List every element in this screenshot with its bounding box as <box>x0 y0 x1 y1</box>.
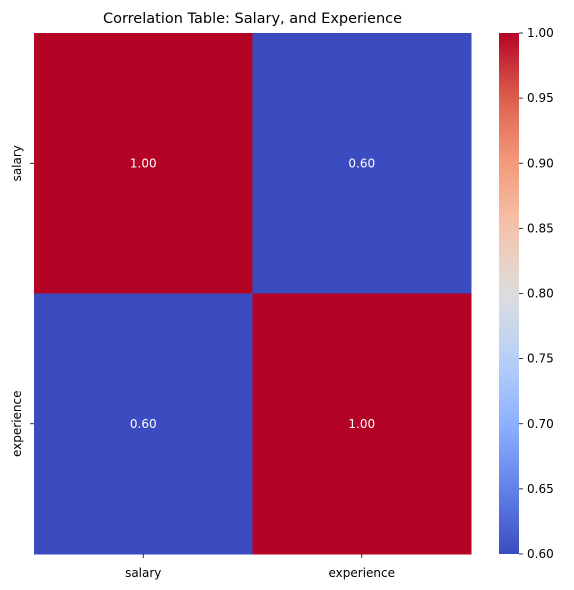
colorbar-tick-label: 0.70 <box>527 417 554 431</box>
heatmap-cell <box>34 33 253 294</box>
y-axis: salary experience <box>10 145 34 457</box>
x-tick-label: salary <box>125 566 161 580</box>
colorbar-tick-label: 0.90 <box>527 156 554 170</box>
chart-title: Correlation Table: Salary, and Experienc… <box>103 11 402 27</box>
y-tick-label: experience <box>10 390 24 457</box>
x-axis: salary experience <box>125 554 395 580</box>
colorbar-gradient <box>499 33 519 554</box>
colorbar-tick-label: 0.95 <box>527 91 554 105</box>
heatmap-cell <box>34 293 253 555</box>
heatmap-cell <box>252 293 472 555</box>
colorbar-tick-label: 0.65 <box>527 482 554 496</box>
cell-value-label: 0.60 <box>348 156 375 170</box>
cell-value-label: 1.00 <box>130 156 157 170</box>
x-tick-label: experience <box>328 566 395 580</box>
cell-value-label: 1.00 <box>348 417 375 431</box>
colorbar-tick-label: 0.80 <box>527 287 554 301</box>
y-tick-label: salary <box>10 145 24 181</box>
colorbar: 0.60 0.65 0.70 0.75 0.80 0.85 0.90 0.95 1.00 <box>499 26 554 561</box>
cell-value-label: 0.60 <box>130 417 157 431</box>
heatmap-cells: 1.00 0.60 0.60 1.00 <box>34 33 472 555</box>
colorbar-tick-label: 0.85 <box>527 221 554 235</box>
colorbar-tick-label: 0.60 <box>527 547 554 561</box>
heatmap-cell <box>252 33 472 294</box>
colorbar-tick-label: 1.00 <box>527 26 554 40</box>
colorbar-tick-label: 0.75 <box>527 352 554 366</box>
